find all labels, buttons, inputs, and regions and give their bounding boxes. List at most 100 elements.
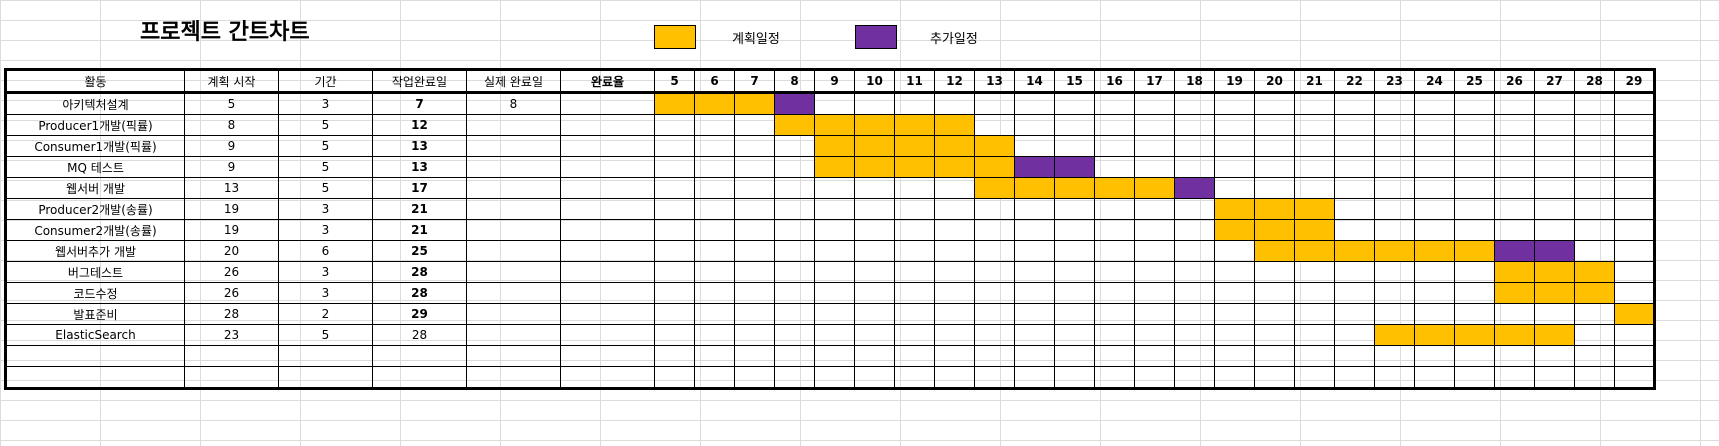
gantt-cell-empty[interactable] (1614, 219, 1655, 241)
gantt-cell-empty[interactable] (1454, 366, 1495, 389)
gantt-cell-empty[interactable] (1374, 135, 1415, 157)
cell-completion-rate[interactable] (560, 261, 655, 283)
gantt-cell-empty[interactable] (1614, 177, 1655, 199)
gantt-cell-empty[interactable] (974, 303, 1015, 325)
header-day-18[interactable]: 18 (1174, 69, 1215, 94)
gantt-cell-plan[interactable] (1494, 324, 1535, 346)
gantt-cell-empty[interactable] (1374, 261, 1415, 283)
gantt-cell-empty[interactable] (1054, 303, 1095, 325)
gantt-cell-plan[interactable] (1534, 324, 1575, 346)
cell-planned-end[interactable]: 21 (372, 198, 467, 220)
cell-duration[interactable]: 5 (278, 114, 373, 136)
gantt-cell-empty[interactable] (1494, 156, 1535, 178)
cell-planned-start[interactable] (184, 345, 279, 367)
gantt-cell-empty[interactable] (934, 240, 975, 262)
header-day-28[interactable]: 28 (1574, 69, 1615, 94)
gantt-cell-empty[interactable] (1214, 135, 1255, 157)
gantt-cell-empty[interactable] (1174, 198, 1215, 220)
gantt-cell-empty[interactable] (1014, 219, 1055, 241)
cell-duration[interactable]: 3 (278, 219, 373, 241)
gantt-cell-empty[interactable] (654, 156, 695, 178)
gantt-cell-empty[interactable] (1534, 198, 1575, 220)
gantt-cell-empty[interactable] (1294, 282, 1335, 304)
gantt-cell-empty[interactable] (1094, 114, 1135, 136)
gantt-cell-empty[interactable] (1174, 324, 1215, 346)
cell-actual-end[interactable] (466, 324, 561, 346)
gantt-cell-plan[interactable] (1294, 219, 1335, 241)
cell-planned-end[interactable] (372, 366, 467, 389)
gantt-cell-empty[interactable] (894, 366, 935, 389)
gantt-cell-empty[interactable] (734, 282, 775, 304)
gantt-cell-empty[interactable] (1134, 303, 1175, 325)
gantt-cell-empty[interactable] (734, 303, 775, 325)
gantt-cell-empty[interactable] (974, 92, 1015, 115)
gantt-cell-empty[interactable] (1174, 240, 1215, 262)
gantt-cell-empty[interactable] (774, 219, 815, 241)
gantt-cell-plan[interactable] (1414, 324, 1455, 346)
gantt-cell-plan[interactable] (934, 135, 975, 157)
gantt-cell-empty[interactable] (1294, 345, 1335, 367)
cell-activity[interactable]: Producer1개발(픽률) (5, 114, 185, 136)
cell-completion-rate[interactable] (560, 366, 655, 389)
gantt-cell-empty[interactable] (894, 177, 935, 199)
gantt-cell-empty[interactable] (654, 282, 695, 304)
gantt-cell-empty[interactable] (1134, 345, 1175, 367)
cell-completion-rate[interactable] (560, 156, 655, 178)
gantt-cell-empty[interactable] (1414, 219, 1455, 241)
gantt-cell-empty[interactable] (1614, 282, 1655, 304)
cell-planned-end[interactable]: 28 (372, 261, 467, 283)
gantt-cell-empty[interactable] (1094, 156, 1135, 178)
gantt-cell-plan[interactable] (1414, 240, 1455, 262)
gantt-cell-empty[interactable] (654, 240, 695, 262)
gantt-cell-empty[interactable] (694, 324, 735, 346)
gantt-cell-empty[interactable] (1174, 92, 1215, 115)
gantt-cell-empty[interactable] (1214, 303, 1255, 325)
gantt-cell-extra[interactable] (1054, 156, 1095, 178)
header-day-7[interactable]: 7 (734, 69, 775, 94)
gantt-cell-empty[interactable] (734, 156, 775, 178)
gantt-cell-extra[interactable] (1534, 240, 1575, 262)
gantt-cell-empty[interactable] (1374, 198, 1415, 220)
cell-activity[interactable]: ElasticSearch (5, 324, 185, 346)
gantt-cell-empty[interactable] (1534, 219, 1575, 241)
gantt-cell-empty[interactable] (774, 366, 815, 389)
gantt-cell-plan[interactable] (1454, 324, 1495, 346)
gantt-cell-empty[interactable] (1094, 198, 1135, 220)
gantt-cell-empty[interactable] (1094, 135, 1135, 157)
gantt-cell-empty[interactable] (974, 240, 1015, 262)
gantt-cell-empty[interactable] (1014, 240, 1055, 262)
gantt-cell-empty[interactable] (1174, 261, 1215, 283)
gantt-cell-empty[interactable] (654, 345, 695, 367)
gantt-cell-empty[interactable] (1454, 135, 1495, 157)
gantt-cell-empty[interactable] (854, 92, 895, 115)
gantt-cell-empty[interactable] (654, 219, 695, 241)
gantt-cell-empty[interactable] (1334, 282, 1375, 304)
gantt-cell-empty[interactable] (1054, 135, 1095, 157)
gantt-cell-plan[interactable] (1614, 303, 1655, 325)
header-day-21[interactable]: 21 (1294, 69, 1335, 94)
gantt-cell-plan[interactable] (1374, 324, 1415, 346)
cell-planned-end[interactable]: 28 (372, 282, 467, 304)
cell-actual-end[interactable] (466, 303, 561, 325)
gantt-cell-empty[interactable] (1054, 219, 1095, 241)
cell-completion-rate[interactable] (560, 219, 655, 241)
gantt-cell-empty[interactable] (1014, 324, 1055, 346)
gantt-cell-empty[interactable] (694, 198, 735, 220)
gantt-cell-empty[interactable] (1214, 92, 1255, 115)
gantt-cell-empty[interactable] (1334, 219, 1375, 241)
gantt-cell-plan[interactable] (1254, 198, 1295, 220)
header-day-23[interactable]: 23 (1374, 69, 1415, 94)
gantt-cell-empty[interactable] (1334, 92, 1375, 115)
cell-activity[interactable]: 웹서버추가 개발 (5, 240, 185, 262)
gantt-cell-empty[interactable] (814, 366, 855, 389)
gantt-cell-plan[interactable] (1014, 177, 1055, 199)
gantt-cell-empty[interactable] (1334, 324, 1375, 346)
gantt-cell-plan[interactable] (854, 114, 895, 136)
gantt-cell-empty[interactable] (774, 240, 815, 262)
gantt-cell-empty[interactable] (1094, 261, 1135, 283)
gantt-cell-empty[interactable] (1054, 114, 1095, 136)
cell-activity[interactable]: 웹서버 개발 (5, 177, 185, 199)
cell-actual-end[interactable] (466, 198, 561, 220)
gantt-cell-plan[interactable] (1494, 282, 1535, 304)
gantt-cell-empty[interactable] (934, 345, 975, 367)
